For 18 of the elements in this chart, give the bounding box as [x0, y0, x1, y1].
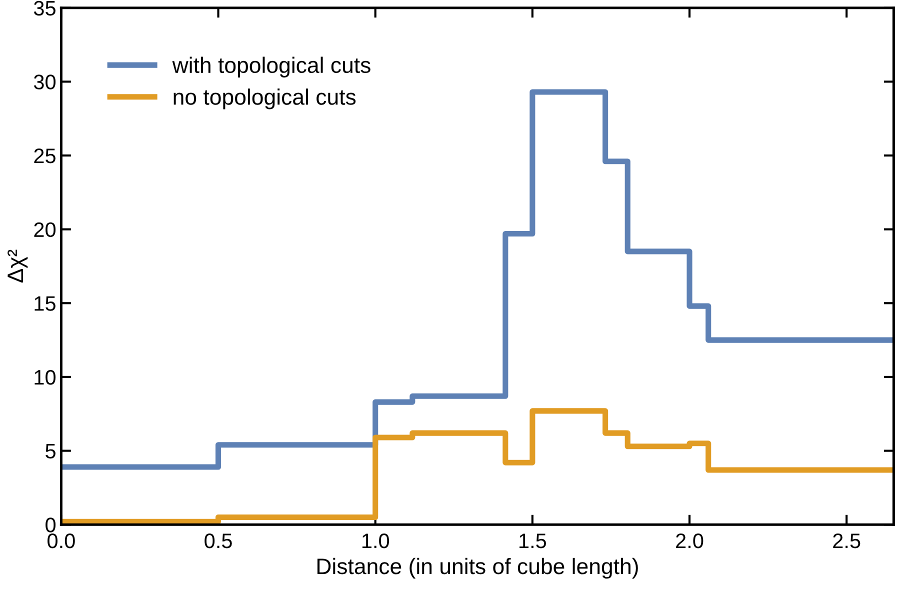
x-tick-label: 2.5: [833, 533, 860, 548]
y-tick-label: 25: [34, 148, 56, 164]
x-axis-title: Distance (in units of cube length): [317, 558, 638, 579]
y-tick-label: 35: [34, 0, 56, 16]
x-tick-label: 1.5: [520, 534, 546, 548]
legend-label: no topological cuts: [174, 88, 356, 110]
x-tick-label: 2.0: [676, 533, 704, 548]
y-tick-label: 30: [34, 74, 56, 90]
y-tick-label: 5: [46, 444, 56, 459]
y-tick-label: 15: [34, 296, 56, 311]
x-tick-label: 0.5: [204, 533, 232, 548]
y-tick-label: 0: [46, 518, 56, 532]
x-tick-label: 0.0: [48, 533, 75, 548]
y-tick-label: 10: [34, 370, 56, 385]
y-tick-label: 20: [34, 222, 56, 238]
y-axis-title: Δχ²: [8, 250, 28, 283]
x-tick-label: 1.0: [362, 533, 390, 548]
legend-label: with topological cuts: [172, 56, 370, 78]
